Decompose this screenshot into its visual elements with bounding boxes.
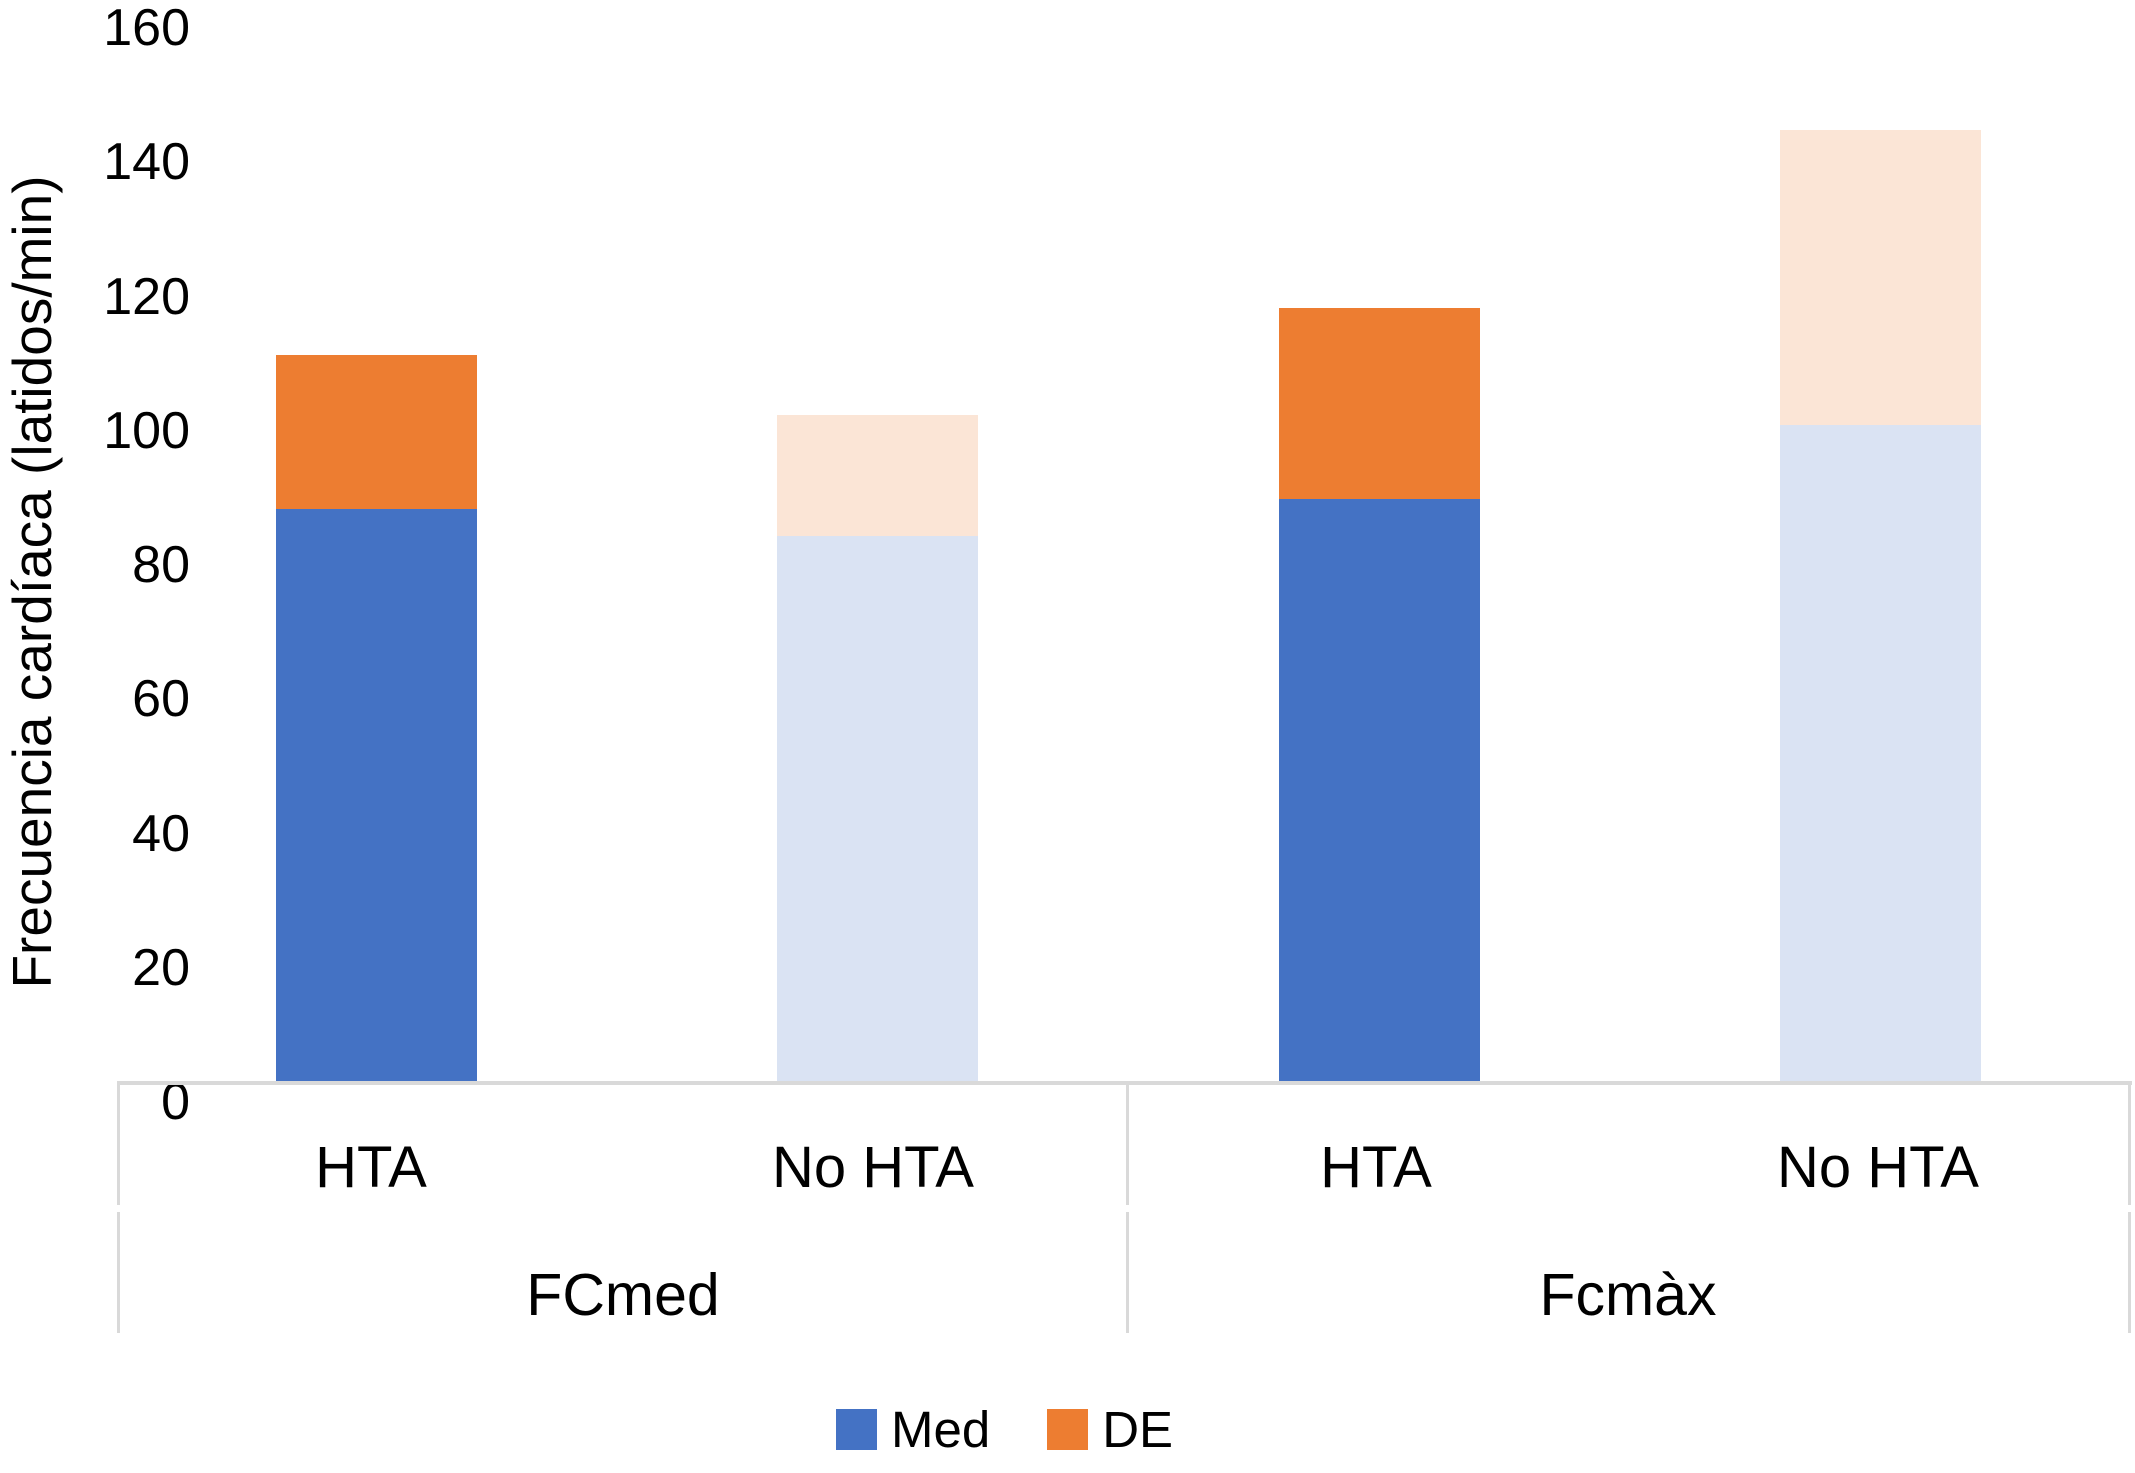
bar-segment-de-fcmed-hta (276, 354, 477, 510)
category-label-fcm-x-hta: HTA (1320, 1135, 1432, 1200)
legend-swatch-med (836, 1409, 877, 1450)
y-tick-label-40: 40 (132, 804, 190, 863)
bar-segment-de-fcm-x-no-hta (1780, 129, 1981, 426)
y-tick-label-80: 80 (132, 536, 190, 594)
bar-segment-med-fcm-x-hta (1279, 499, 1480, 1083)
group-label-fcmed: FCmed (526, 1262, 720, 1328)
category-row-separator-1 (1126, 1081, 1129, 1205)
y-tick-label-60: 60 (132, 670, 190, 729)
group-row-separator-0 (117, 1212, 120, 1333)
legend-swatch-de (1047, 1409, 1089, 1450)
category-label-fcmed-hta: HTA (315, 1135, 427, 1200)
bar-segment-med-fcm-x-no-hta (1780, 425, 1981, 1083)
bar-segment-med-fcmed-no-hta (777, 535, 978, 1083)
bar-segment-med-fcmed-hta (276, 509, 477, 1083)
category-label-fcmed-no-hta: No HTA (772, 1135, 974, 1200)
legend-label-med: Med (891, 1401, 991, 1458)
y-tick-label-120: 120 (103, 267, 190, 326)
category-row-separator-0 (117, 1081, 120, 1205)
category-label-fcm-x-no-hta: No HTA (1777, 1135, 1979, 1200)
legend-label-de: DE (1102, 1401, 1174, 1458)
bar-segment-de-fcm-x-hta (1279, 307, 1480, 499)
group-row-separator-2 (2128, 1212, 2131, 1333)
legend: Med DE (836, 1404, 1173, 1455)
legend-item-med: Med (836, 1404, 990, 1455)
group-label-fcm-x: Fcmàx (1539, 1262, 1717, 1328)
group-row-separator-1 (1126, 1212, 1129, 1333)
y-tick-label-160: 160 (103, 0, 190, 57)
y-tick-label-140: 140 (103, 133, 190, 192)
y-tick-label-100: 100 (103, 401, 190, 460)
x-axis-baseline (117, 1081, 2132, 1085)
category-row-separator-2 (2128, 1081, 2131, 1205)
y-tick-label-20: 20 (132, 938, 190, 997)
legend-item-de: DE (1047, 1404, 1173, 1455)
bar-segment-de-fcmed-no-hta (777, 415, 978, 536)
